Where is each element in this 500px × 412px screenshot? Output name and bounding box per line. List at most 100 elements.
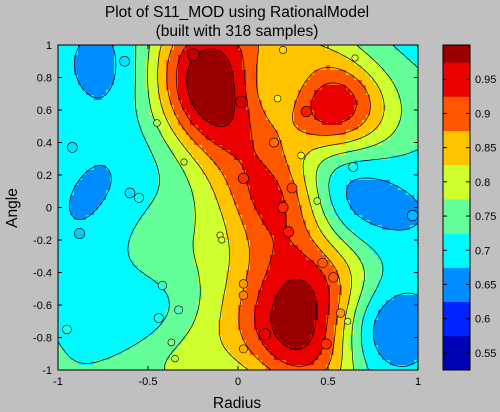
contour-cell [110,95,115,101]
contour-cell [74,85,79,91]
contour-cell [258,70,263,76]
contour-cell [246,295,251,301]
contour-cell [278,190,283,196]
contour-cell [62,115,67,121]
contour-cell [206,120,211,126]
contour-cell [266,285,271,291]
contour-cell [90,145,95,151]
contour-cell [58,285,63,291]
contour-cell [210,305,215,311]
contour-cell [294,315,299,321]
contour-cell [278,115,283,121]
contour-cell [106,125,111,131]
contour-cell [58,310,63,316]
contour-cell [114,100,119,106]
contour-cell [390,215,395,221]
contour-cell [378,270,383,276]
contour-cell [274,230,279,236]
contour-cell [234,215,239,221]
contour-cell [274,215,279,221]
contour-cell [242,250,247,256]
contour-cell [214,260,219,266]
contour-cell [366,190,371,196]
contour-cell [190,250,195,256]
contour-cell [298,115,303,121]
contour-cell [258,280,263,286]
contour-cell [318,165,323,171]
contour-cell [78,290,83,296]
contour-cell [302,290,307,296]
contour-cell [70,70,75,76]
contour-cell [166,65,171,71]
contour-cell [358,150,363,156]
contour-cell [118,210,123,216]
contour-cell [414,105,418,111]
contour-cell [338,85,343,91]
contour-cell [386,230,391,236]
contour-cell [338,80,343,86]
contour-cell [254,125,259,131]
contour-cell [194,305,199,311]
contour-cell [274,260,279,266]
contour-cell [358,145,363,151]
contour-cell [178,140,183,146]
contour-cell [410,220,415,226]
contour-cell [254,205,259,211]
contour-cell [58,155,63,161]
contour-cell [286,75,291,81]
contour-cell [162,105,167,111]
contour-cell [98,235,103,241]
contour-cell [330,305,335,311]
contour-cell [134,60,139,66]
contour-cell [286,250,291,256]
contour-cell [58,105,63,111]
contour-cell [398,175,403,181]
contour-cell [390,245,395,251]
contour-cell [158,80,163,86]
contour-cell [114,210,119,216]
contour-cell [350,100,355,106]
contour-cell [58,100,63,106]
contour-cell [202,90,207,96]
contour-cell [382,65,387,71]
contour-cell [170,65,175,71]
contour-cell [414,95,418,101]
contour-cell [78,305,83,311]
contour-cell [382,190,387,196]
contour-cell [78,190,83,196]
contour-cell [246,300,251,306]
contour-cell [126,165,131,171]
contour-cell [194,200,199,206]
contour-cell [186,60,191,66]
contour-cell [390,185,395,191]
contour-cell [342,90,347,96]
contour-cell [138,295,143,301]
contour-cell [186,280,191,286]
contour-cell [246,200,251,206]
contour-cell [78,295,83,301]
contour-cell [66,265,71,271]
contour-cell [94,295,99,301]
contour-cell [278,60,283,66]
contour-cell [330,60,335,66]
contour-cell [302,195,307,201]
contour-cell [350,285,355,291]
contour-cell [86,310,91,316]
contour-cell [122,80,127,86]
contour-cell [146,180,151,186]
contour-cell [310,175,315,181]
contour-cell [206,140,211,146]
contour-cell [354,255,359,261]
contour-cell [342,175,347,181]
contour-cell [358,185,363,191]
contour-cell [194,250,199,256]
contour-cell [234,170,239,176]
contour-cell [142,90,147,96]
contour-cell [382,275,387,281]
contour-cell [130,195,135,201]
contour-cell [82,280,87,286]
contour-cell [142,130,147,136]
contour-cell [342,265,347,271]
contour-cell [282,300,287,306]
contour-cell [362,225,367,231]
